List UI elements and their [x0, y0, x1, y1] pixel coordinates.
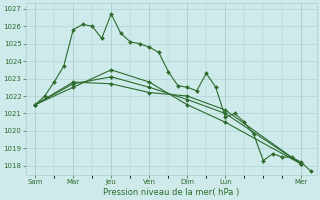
X-axis label: Pression niveau de la mer( hPa ): Pression niveau de la mer( hPa ) [103, 188, 239, 197]
